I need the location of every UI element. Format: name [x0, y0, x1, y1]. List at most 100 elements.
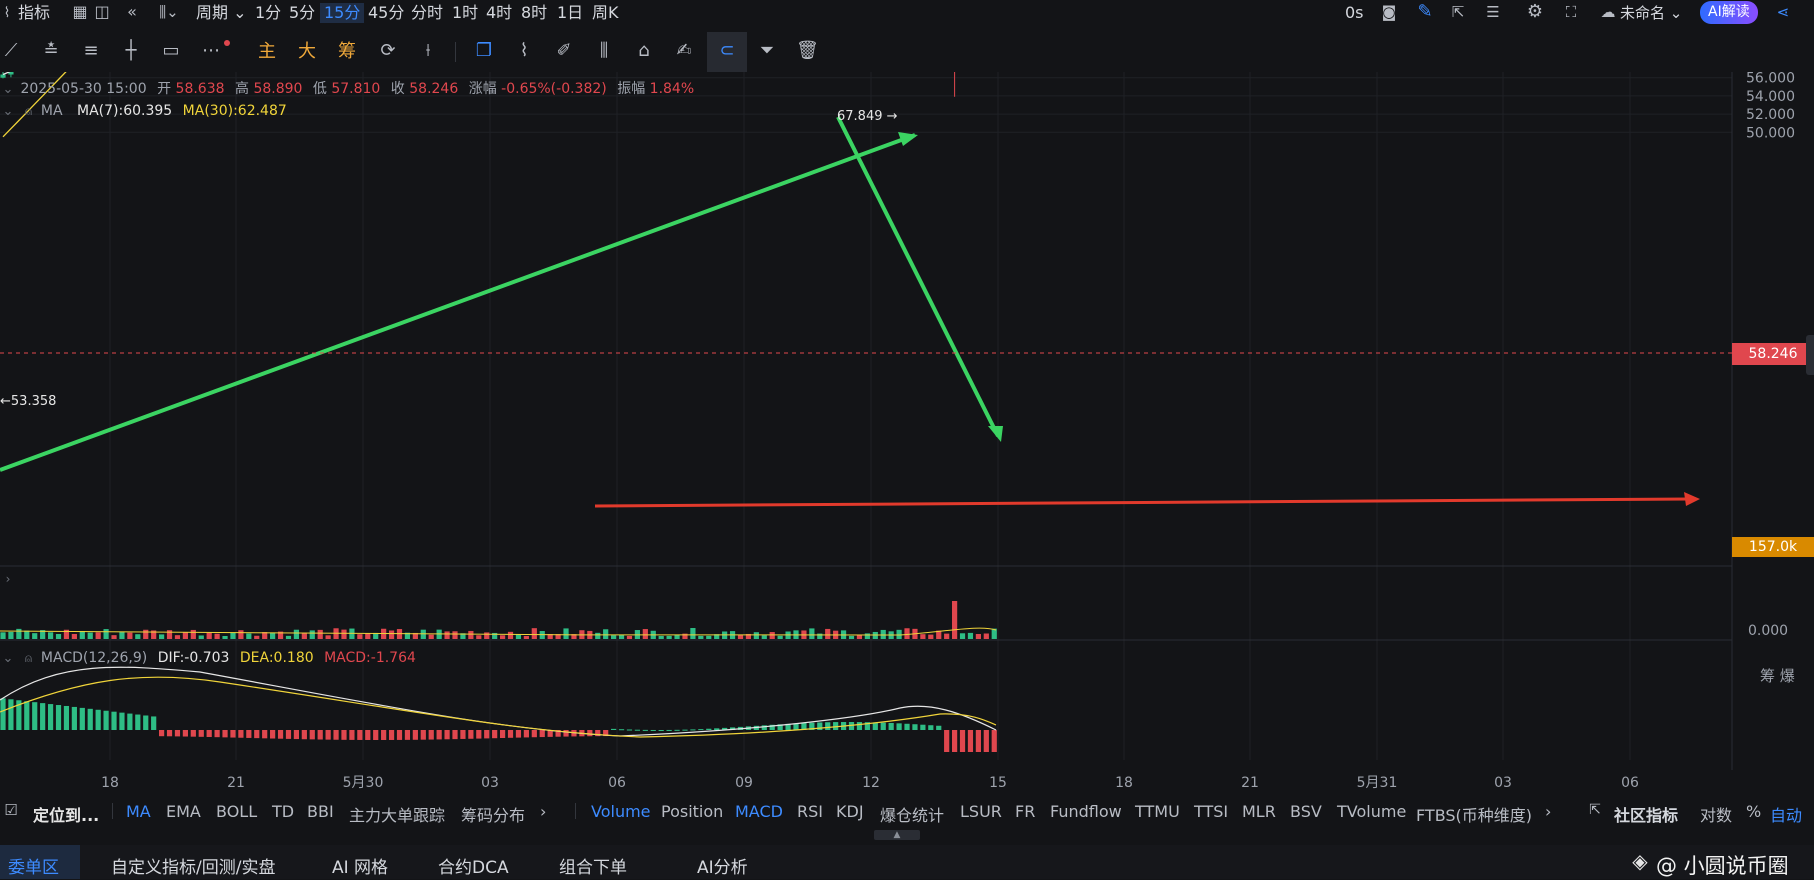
main-ind-chip[interactable]: 筹码分布 [461, 806, 526, 825]
more-icon[interactable]: ⋯ [202, 40, 220, 61]
interval-1d[interactable]: 1日 [557, 3, 584, 22]
calendar-icon[interactable]: ▦ [72, 2, 88, 21]
export-icon[interactable]: ⇱ [1451, 3, 1465, 21]
main-ind-td[interactable]: TD [272, 802, 295, 821]
collapse-icon[interactable]: ⌄ [2, 104, 14, 119]
sub-ind-rsi[interactable]: RSI [797, 802, 823, 821]
macd-histogram-bar [16, 700, 22, 730]
sub-ind-ttmu[interactable]: TTMU [1135, 802, 1180, 821]
edit-icon[interactable]: ✍ [676, 40, 692, 61]
parallel-lines-icon[interactable]: ≡ [83, 40, 99, 61]
magnet-button[interactable] [707, 32, 747, 72]
sub-ind-bsv[interactable]: BSV [1290, 802, 1322, 821]
tab-combo-order[interactable]: 组合下单 [559, 858, 627, 878]
sub-ind-liquidation[interactable]: 爆仓统计 [880, 806, 945, 825]
main-ind-big-order[interactable]: 主力大单跟踪 [349, 806, 446, 825]
main-ind-ma[interactable]: MA [126, 802, 151, 821]
community-indicators-button[interactable]: 社区指标 [1614, 806, 1679, 825]
locate-button[interactable]: 定位到... [33, 806, 100, 825]
sub-ind-tvolume[interactable]: TVolume [1337, 802, 1407, 821]
sub-ind-lsur[interactable]: LSUR [960, 802, 1002, 821]
magnet-icon[interactable]: ⊂ [719, 40, 735, 61]
interval-1m[interactable]: 1分 [255, 3, 282, 22]
chip-button[interactable]: 筹 [338, 41, 356, 62]
interval-15m[interactable]: 15分 [320, 3, 365, 23]
trendline-icon[interactable]: ⟋ [4, 40, 18, 61]
main-ind-boll[interactable]: BOLL [216, 802, 258, 821]
interval-4h[interactable]: 4时 [486, 3, 513, 22]
chart-area[interactable]: 70.00068.00066.00064.00062.00060.00058.0… [0, 72, 1814, 792]
main-ind-bbi[interactable]: BBI [307, 802, 334, 821]
trash-icon[interactable]: 🗑 [796, 40, 819, 61]
side-handle[interactable] [1806, 335, 1814, 375]
sub-ind-ttsi[interactable]: TTSI [1194, 802, 1229, 821]
collapse-icon[interactable]: ⌄ [2, 651, 14, 666]
sub-ind-kdj[interactable]: KDJ [836, 802, 864, 821]
sub-ind-ftbs[interactable]: FTBS(币种维度) [1416, 806, 1533, 825]
horizontal-line-icon[interactable]: ┼ [125, 40, 137, 61]
interval-week[interactable]: 周K [592, 3, 619, 22]
collapse-icon[interactable]: ⌄ [2, 82, 14, 97]
lock-icon[interactable]: ⌂ [638, 40, 650, 61]
settings-icon[interactable]: ⚙ [1526, 1, 1544, 22]
tab-contract-dca[interactable]: 合约DCA [438, 858, 509, 878]
main-ind-ema[interactable]: EMA [166, 802, 201, 821]
tab-ai-grid[interactable]: AI 网格 [332, 858, 389, 878]
ai-read-button[interactable]: AI解读 [1700, 1, 1758, 24]
layout-icon[interactable]: ◫ [94, 2, 110, 21]
fib-icon[interactable]: ≛ [43, 40, 59, 61]
log-scale-toggle[interactable]: 对数 [1700, 806, 1733, 825]
brush-icon[interactable]: ✐ [556, 40, 572, 61]
locate-icon[interactable]: ☑ [4, 801, 18, 819]
bell-icon[interactable]: ⍝ [24, 104, 33, 118]
volume-bar [365, 633, 371, 639]
share-icon[interactable]: ⋖ [1776, 3, 1790, 21]
list-icon[interactable]: ☰ [1486, 3, 1500, 21]
cloud-icon[interactable]: ☁ [1600, 3, 1616, 21]
macd-label[interactable]: MACD(12,26,9) [40, 650, 148, 666]
rewind-icon[interactable]: « [127, 2, 137, 21]
sub-ind-position[interactable]: Position [661, 802, 724, 821]
sub-more-icon[interactable]: › [1545, 802, 1552, 821]
main-force-button[interactable]: 主 [258, 41, 276, 62]
macd-histogram-bar [555, 730, 561, 737]
bell-icon[interactable]: ⍝ [24, 651, 33, 665]
layout-name-dropdown[interactable]: 未命名 ⌄ [1620, 4, 1683, 22]
interval-5m[interactable]: 5分 [289, 3, 316, 22]
indicators-button[interactable]: 指标 [18, 3, 51, 22]
community-icon[interactable]: ⇱ [1589, 802, 1601, 818]
auto-scale-toggle[interactable]: 自动 [1770, 806, 1803, 825]
candles-icon[interactable]: ⫼ [599, 40, 609, 61]
tab-order-area[interactable]: 委单区 [8, 858, 59, 878]
measure-icon[interactable]: ⟊ [425, 40, 431, 61]
interval-1h[interactable]: 1时 [452, 3, 479, 22]
sub-ind-fr[interactable]: FR [1015, 802, 1036, 821]
period-dropdown[interactable]: 周期 ⌄ [196, 3, 247, 22]
sub-ind-macd[interactable]: MACD [735, 802, 783, 821]
replay-icon[interactable]: ⟳ [380, 40, 396, 61]
price-chart[interactable]: 70.00068.00066.00064.00062.00060.00058.0… [0, 72, 1814, 792]
panel-resize-handle[interactable]: ▲ [874, 830, 920, 840]
volume-expand-icon[interactable]: › [5, 572, 11, 586]
main-more-icon[interactable]: › [540, 802, 547, 821]
sub-ind-mlr[interactable]: MLR [1242, 802, 1276, 821]
copy-icon[interactable]: ❐ [475, 40, 493, 61]
ma-label[interactable]: MA [40, 103, 63, 119]
tab-ai-analysis[interactable]: AI分析 [697, 858, 748, 878]
fullscreen-icon[interactable]: ⛶ [1565, 3, 1577, 21]
camera-icon[interactable]: ◙ [1381, 3, 1397, 21]
interval-45m[interactable]: 45分 [368, 3, 405, 22]
indicators-icon[interactable]: ⌇ [3, 5, 11, 21]
chart-type-icon[interactable]: ⫼⌄ [159, 3, 179, 21]
interval-time[interactable]: 分时 [411, 3, 444, 22]
filter-icon[interactable]: ⏷ [759, 40, 775, 61]
tab-custom-indicators[interactable]: 自定义指标/回测/实盘 [111, 858, 276, 878]
sub-ind-fundflow[interactable]: Fundflow [1050, 802, 1122, 821]
big-order-button[interactable]: 大 [298, 41, 316, 62]
percent-scale-toggle[interactable]: % [1746, 802, 1762, 821]
interval-8h[interactable]: 8时 [521, 3, 548, 22]
pen-icon[interactable]: ✎ [1417, 1, 1433, 22]
ruler-icon[interactable]: ⌇ [519, 40, 529, 61]
rectangle-icon[interactable]: ▭ [162, 40, 180, 61]
sub-ind-volume[interactable]: Volume [591, 802, 651, 821]
